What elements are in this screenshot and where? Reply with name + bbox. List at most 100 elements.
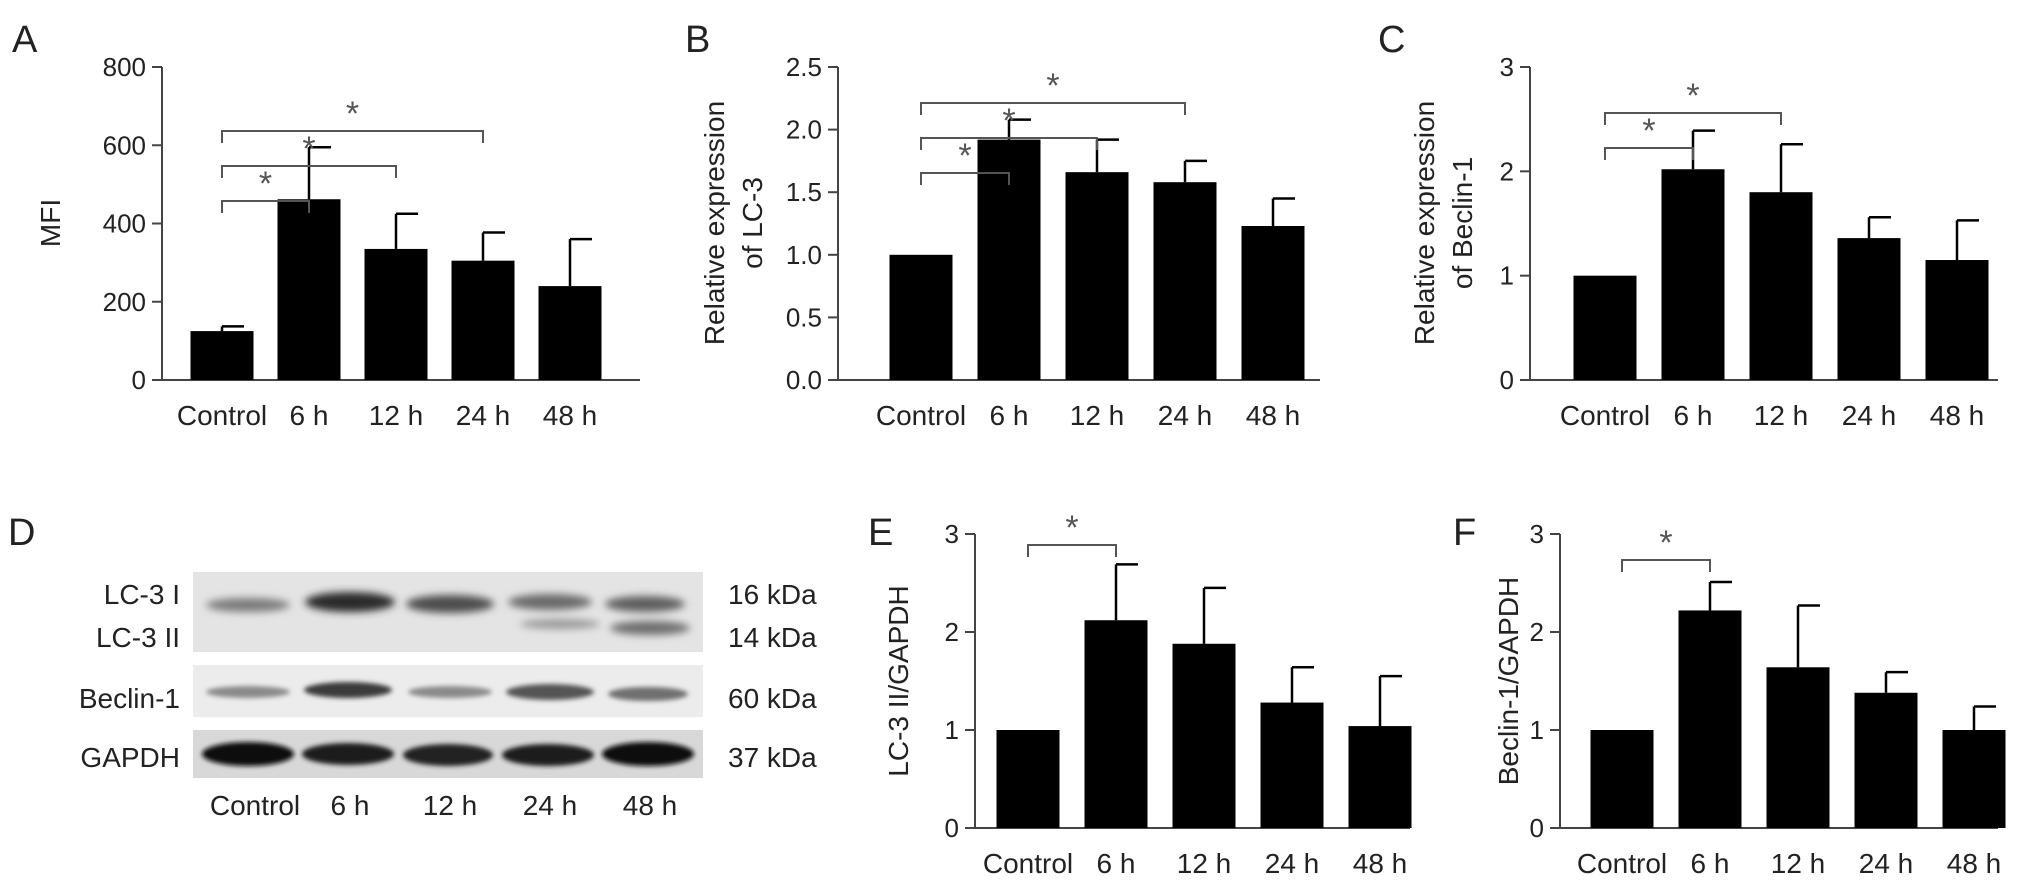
significance-star: *	[302, 130, 315, 168]
bar	[1837, 238, 1901, 380]
y-tick-label: 0.5	[786, 302, 822, 332]
bar	[190, 331, 254, 380]
bar	[364, 248, 428, 380]
blot-band	[304, 682, 392, 698]
bar	[1854, 692, 1918, 828]
y-tick-label: 2	[945, 617, 959, 647]
y-tick-label: 0.0	[786, 365, 822, 395]
significance-star: *	[1659, 524, 1672, 562]
significance-star: *	[1002, 102, 1015, 140]
blot-size-label: 60 kDa	[728, 683, 817, 714]
y-tick-label: 2	[1500, 156, 1514, 186]
blot-lane-label: 12 h	[423, 790, 478, 821]
y-tick-label: 2.5	[786, 52, 822, 82]
x-category-label: 48 h	[1353, 848, 1408, 879]
bar	[1065, 172, 1129, 380]
blot-band	[610, 621, 690, 635]
y-tick-label: 0	[945, 813, 959, 843]
blot-band	[506, 684, 594, 700]
bar	[277, 199, 341, 380]
bar	[1172, 643, 1236, 828]
y-tick-label: 3	[945, 519, 959, 549]
significance-bracket	[920, 102, 1186, 115]
y-axis-label: Relative expression of Beclin-1	[1409, 101, 1478, 345]
blot-band	[202, 742, 294, 766]
bar	[996, 730, 1060, 828]
y-tick-label: 0	[132, 365, 146, 395]
blot-size-label: 16 kDa	[728, 579, 817, 610]
y-tick-label: 0	[1500, 365, 1514, 395]
panel-letter-c: C	[1378, 19, 1405, 61]
significance-bracket	[1621, 559, 1711, 572]
blot-band	[406, 595, 494, 613]
y-tick-label: 1	[1500, 261, 1514, 291]
blot-band	[408, 686, 492, 698]
blot-band	[508, 594, 592, 610]
blot-lane-label: 6 h	[331, 790, 370, 821]
blot-band	[602, 742, 694, 766]
bar	[538, 286, 602, 380]
x-category-label: 48 h	[543, 400, 598, 431]
x-category-label: 12 h	[1771, 848, 1826, 879]
blot-lane-label: 24 h	[523, 790, 578, 821]
x-category-label: 24 h	[1842, 400, 1897, 431]
chart-f-beclin1-gapdh: 0 1 2 3 Control 6 h 12 h 24 h 48 h Beclin-1/GAPDH…	[1493, 519, 2006, 879]
bar	[1678, 610, 1742, 828]
significance-bracket	[1604, 112, 1782, 125]
panel-letter-a: A	[12, 19, 38, 61]
bar	[1153, 182, 1217, 380]
bar	[451, 260, 515, 380]
panel-letter-d: D	[8, 512, 35, 554]
bar	[1661, 169, 1725, 380]
significance-bracket	[221, 200, 310, 213]
blot-lane-label: Control	[210, 790, 300, 821]
panel-letter-b: B	[685, 19, 710, 61]
y-axis-label: Beclin-1/GAPDH	[1493, 577, 1524, 786]
y-tick-label: 3	[1530, 519, 1544, 549]
panel-letter-f: F	[1453, 512, 1476, 554]
y-tick-label: 200	[103, 287, 146, 317]
significance-star: *	[1065, 509, 1078, 547]
bar	[1241, 226, 1305, 380]
y-tick-label: 400	[103, 209, 146, 239]
x-category-label: Control	[177, 400, 267, 431]
y-tick-label: 1	[945, 715, 959, 745]
blot-band	[608, 687, 688, 701]
blot-band	[206, 686, 290, 698]
x-category-label: 6 h	[1691, 848, 1730, 879]
blot-row-label: GAPDH	[80, 742, 180, 773]
significance-star: *	[259, 165, 272, 203]
x-category-label: 48 h	[1930, 400, 1985, 431]
x-category-label: Control	[876, 400, 966, 431]
x-category-label: 6 h	[1097, 848, 1136, 879]
significance-star: *	[1642, 112, 1655, 150]
y-tick-label: 2	[1530, 617, 1544, 647]
blot-lane-label: 48 h	[623, 790, 678, 821]
bar	[1260, 702, 1324, 828]
blot-band	[403, 744, 493, 766]
panel-letter-e: E	[868, 512, 893, 554]
y-tick-label: 1	[1530, 715, 1544, 745]
y-tick-label: 600	[103, 130, 146, 160]
blot-band	[206, 598, 290, 612]
chart-b-lc3-expression: 0.0 0.5 1.0 1.5 2.0 2.5 Control 6 h 12 h 24 h 48 h…	[699, 52, 1320, 431]
significance-bracket	[1604, 147, 1694, 160]
significance-bracket	[221, 130, 484, 143]
blot-row-label: LC-3 II	[96, 622, 180, 653]
blot-size-label: 14 kDa	[728, 622, 817, 653]
significance-star: *	[1046, 67, 1059, 105]
bar	[1925, 260, 1989, 380]
x-category-label: 12 h	[1177, 848, 1232, 879]
significance-star: *	[1686, 77, 1699, 115]
x-category-label: 24 h	[1265, 848, 1320, 879]
x-category-label: 48 h	[1947, 848, 2002, 879]
x-category-label: Control	[1577, 848, 1667, 879]
chart-e-lc3ii-gapdh: 0 1 2 3 Control 6 h 12 h 24 h 48 h LC-3 II/GAPDH *	[883, 509, 1412, 879]
x-category-label: 12 h	[1754, 400, 1809, 431]
x-category-label: 24 h	[1158, 400, 1213, 431]
y-axis-label: Relative expression of LC-3	[699, 101, 768, 345]
blot-band	[605, 596, 685, 612]
bar	[1573, 275, 1637, 380]
significance-bracket	[920, 137, 1098, 150]
